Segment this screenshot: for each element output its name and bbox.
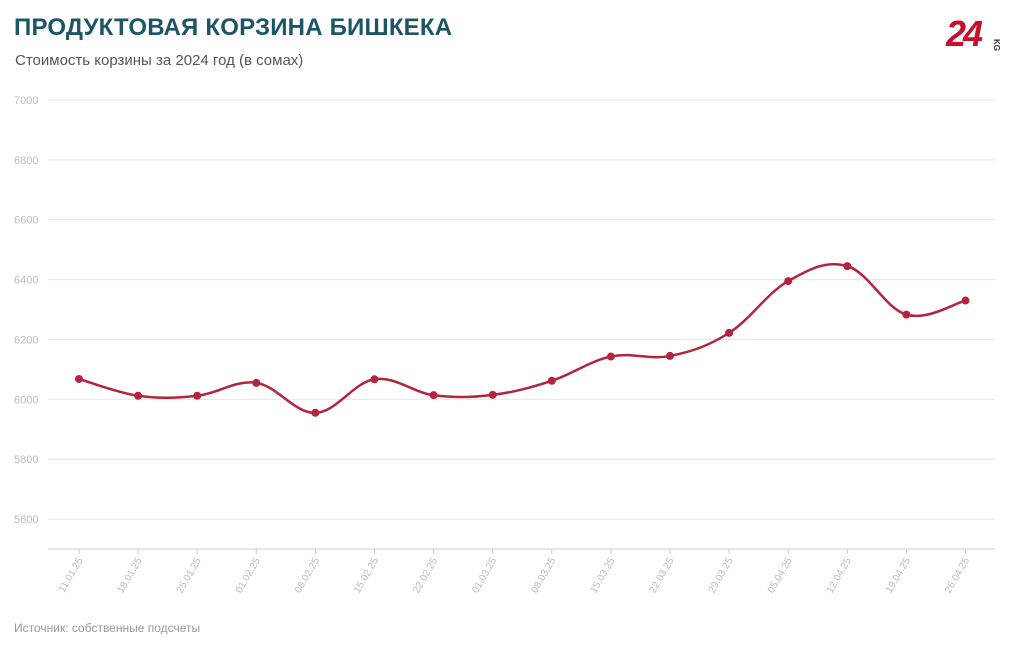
x-tick-label: 12.04.25	[825, 556, 854, 596]
data-point	[193, 391, 202, 400]
x-tick-label: 18.01.25	[116, 556, 145, 596]
data-point	[902, 310, 911, 319]
data-point	[311, 408, 320, 417]
data-point	[606, 352, 615, 361]
logo-suffix-text: KG	[992, 39, 1001, 51]
data-point	[370, 375, 379, 384]
chart-subtitle: Стоимость корзины за 2024 год (в сомах)	[15, 52, 304, 69]
y-tick-label: 7000	[14, 95, 38, 107]
y-tick-label: 6200	[14, 334, 38, 346]
source-note: Источник: собственные подсчеты	[14, 621, 201, 635]
data-point	[429, 391, 438, 400]
y-tick-label: 6400	[14, 275, 38, 287]
y-tick-label: 6600	[14, 215, 38, 227]
y-tick-label: 6800	[14, 155, 38, 167]
x-tick-label: 05.04.25	[766, 556, 795, 596]
data-point	[547, 376, 556, 385]
x-tick-label: 01.03.25	[470, 556, 499, 596]
y-tick-label: 5600	[14, 514, 38, 526]
logo-main-text: 24	[945, 13, 983, 52]
x-tick-label: 19.04.25	[884, 556, 913, 596]
data-point	[488, 390, 497, 399]
x-tick-label: 08.02.25	[293, 556, 322, 596]
data-point	[134, 391, 143, 400]
data-point	[961, 296, 970, 305]
y-axis: 5600 5800 6000 6200 6400 6600 6800 7000	[14, 95, 38, 526]
data-point	[843, 262, 852, 271]
x-tick-label: 22.02.25	[411, 556, 440, 596]
data-point	[784, 277, 793, 286]
chart-series	[75, 262, 970, 417]
data-point	[725, 328, 734, 337]
logo-24kg-icon: 24 KG	[945, 13, 1001, 52]
y-tick-label: 6000	[14, 394, 38, 406]
data-point	[75, 374, 83, 383]
x-tick-label: 29.03.25	[707, 556, 736, 596]
data-point	[252, 378, 261, 387]
x-tick-label: 22.03.25	[648, 556, 677, 596]
data-point	[666, 351, 674, 360]
x-tick-label: 25.01.25	[175, 556, 204, 596]
x-tick-label: 08.03.25	[529, 556, 558, 596]
x-tick-label: 26.04.25	[943, 556, 972, 596]
x-tick-label: 11.01.25	[57, 556, 86, 595]
y-tick-label: 5800	[14, 454, 38, 466]
chart-title: ПРОДУКТОВАЯ КОРЗИНА БИШКЕКА	[14, 14, 453, 41]
x-axis: 11.01.25 18.01.25 25.01.25 01.02.25 08.02.25…	[48, 548, 995, 596]
x-tick-label: 01.02.25	[234, 556, 263, 596]
x-tick-label: 15.02.25	[352, 556, 381, 596]
x-tick-label: 15.03.25	[589, 556, 618, 596]
chart-grid	[48, 99, 995, 520]
series-line	[78, 262, 966, 415]
